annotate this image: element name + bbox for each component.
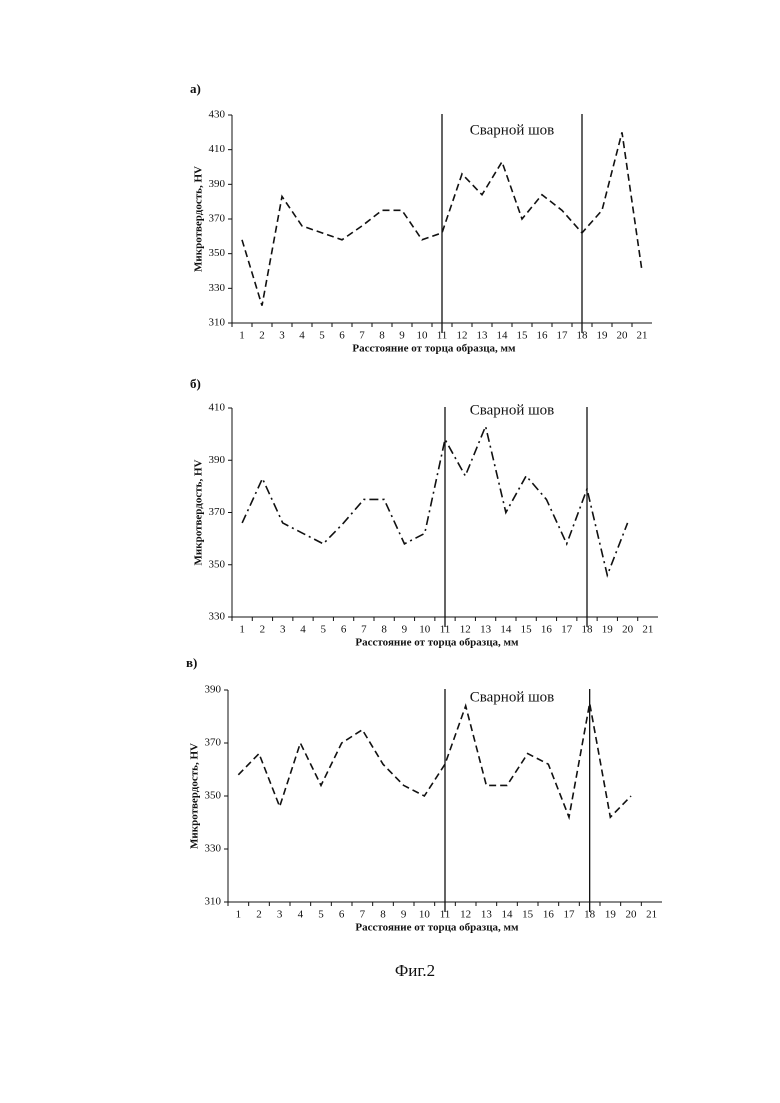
y-tick-label: 330: [209, 282, 226, 294]
x-tick-label: 13: [480, 624, 492, 636]
x-tick-label: 12: [457, 330, 468, 342]
x-tick-label: 10: [417, 330, 429, 342]
y-tick-label: 350: [205, 790, 222, 802]
x-tick-label: 9: [401, 909, 407, 921]
y-tick-label: 410: [209, 143, 226, 155]
x-tick-label: 16: [541, 624, 553, 636]
y-tick-label: 310: [209, 317, 226, 329]
x-tick-label: 9: [399, 330, 405, 342]
x-tick-label: 7: [361, 624, 367, 636]
x-tick-label: 8: [381, 624, 387, 636]
x-tick-label: 5: [319, 330, 325, 342]
x-tick-label: 7: [359, 330, 365, 342]
figure: Фиг.2 а)31033035037039041043012345678910…: [0, 0, 780, 1103]
y-tick-label: 330: [205, 843, 222, 855]
x-tick-label: 17: [557, 330, 569, 342]
y-tick-label: 390: [209, 454, 226, 466]
x-tick-label: 5: [321, 624, 327, 636]
y-tick-label: 390: [205, 684, 222, 696]
y-tick-label: 330: [209, 611, 226, 623]
x-tick-label: 4: [299, 330, 305, 342]
x-tick-label: 10: [419, 909, 431, 921]
x-tick-label: 4: [300, 624, 306, 636]
x-tick-label: 1: [236, 909, 242, 921]
x-tick-label: 20: [617, 330, 629, 342]
x-tick-label: 16: [543, 909, 555, 921]
x-tick-label: 2: [260, 624, 266, 636]
x-tick-label: 15: [522, 909, 534, 921]
x-tick-label: 9: [402, 624, 408, 636]
y-tick-label: 370: [209, 213, 226, 225]
data-line: [242, 426, 627, 575]
x-tick-label: 8: [380, 909, 386, 921]
x-tick-label: 13: [481, 909, 493, 921]
x-tick-label: 21: [642, 624, 653, 636]
x-tick-label: 20: [622, 624, 634, 636]
x-tick-label: 3: [280, 624, 286, 636]
x-tick-label: 19: [602, 624, 614, 636]
x-tick-label: 8: [379, 330, 385, 342]
x-tick-label: 14: [502, 909, 514, 921]
x-axis-title: Расстояние от торца образца, мм: [355, 922, 519, 934]
x-tick-label: 6: [341, 624, 347, 636]
x-tick-label: 4: [298, 909, 304, 921]
x-tick-label: 3: [277, 909, 283, 921]
data-line: [238, 703, 631, 817]
x-tick-label: 6: [339, 330, 345, 342]
x-tick-label: 1: [239, 330, 245, 342]
y-axis-title: Микротвердость, HV: [189, 743, 201, 849]
x-tick-label: 20: [626, 909, 638, 921]
x-tick-label: 2: [256, 909, 262, 921]
panel-label: в): [186, 655, 197, 670]
y-tick-label: 350: [209, 247, 226, 259]
panel-label: б): [190, 376, 201, 391]
x-tick-label: 12: [460, 624, 471, 636]
x-tick-label: 19: [605, 909, 617, 921]
x-tick-label: 2: [259, 330, 265, 342]
y-tick-label: 370: [205, 737, 222, 749]
x-tick-label: 12: [460, 909, 471, 921]
x-tick-label: 19: [597, 330, 609, 342]
y-tick-label: 390: [209, 178, 226, 190]
y-axis-title: Микротвердость, HV: [193, 460, 205, 566]
weld-annotation: Сварной шов: [470, 689, 555, 705]
x-tick-label: 15: [517, 330, 529, 342]
x-tick-label: 14: [500, 624, 512, 636]
x-tick-label: 17: [561, 624, 573, 636]
x-tick-label: 15: [521, 624, 533, 636]
y-tick-label: 310: [205, 896, 222, 908]
x-tick-label: 13: [477, 330, 489, 342]
x-tick-label: 1: [239, 624, 245, 636]
x-tick-label: 7: [360, 909, 366, 921]
x-tick-label: 5: [318, 909, 324, 921]
x-tick-label: 21: [637, 330, 648, 342]
weld-annotation: Сварной шов: [470, 402, 555, 418]
x-axis-title: Расстояние от торца образца, мм: [352, 343, 516, 355]
x-axis-title: Расстояние от торца образца, мм: [355, 637, 519, 649]
x-tick-label: 16: [537, 330, 549, 342]
y-tick-label: 410: [209, 402, 226, 414]
x-tick-label: 3: [279, 330, 285, 342]
weld-annotation: Сварной шов: [470, 122, 555, 138]
x-tick-label: 6: [339, 909, 345, 921]
x-tick-label: 21: [646, 909, 657, 921]
panel-label: а): [190, 81, 201, 96]
y-tick-label: 350: [209, 558, 226, 570]
figure-caption: Фиг.2: [395, 961, 435, 980]
y-axis-title: Микротвердость, HV: [193, 166, 205, 272]
y-tick-label: 370: [209, 506, 226, 518]
y-tick-label: 430: [209, 109, 226, 121]
x-tick-label: 17: [564, 909, 576, 921]
x-tick-label: 14: [497, 330, 509, 342]
x-tick-label: 10: [419, 624, 431, 636]
